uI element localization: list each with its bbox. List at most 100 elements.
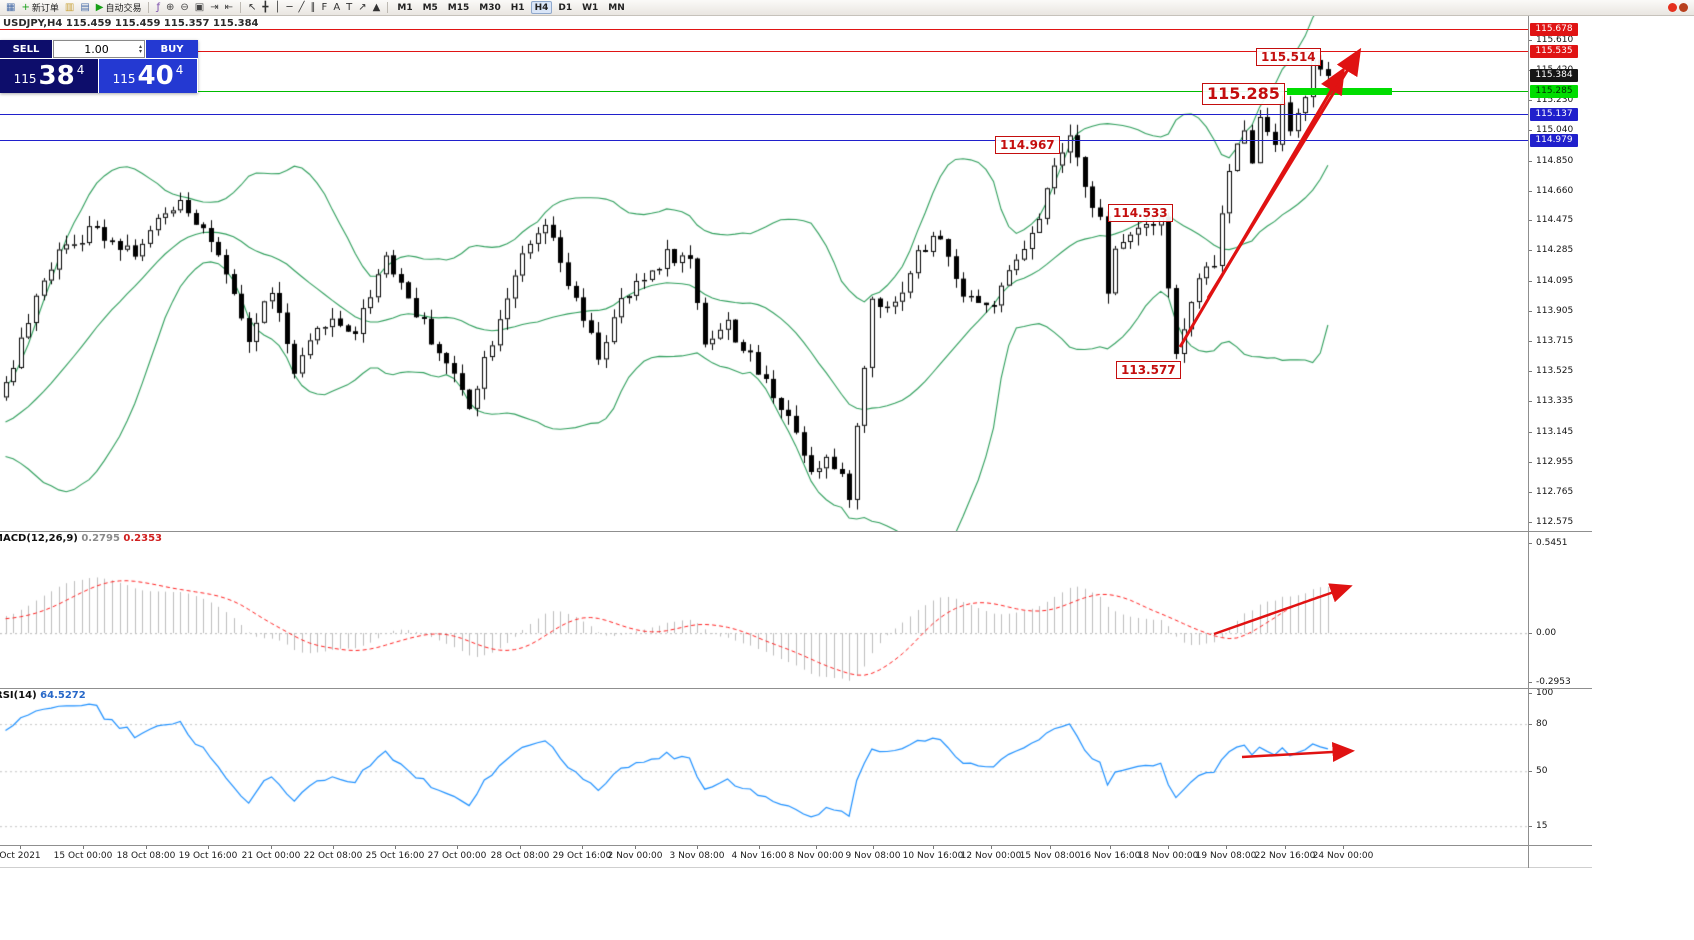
text-icon: A: [333, 1, 341, 13]
auto-scroll-button[interactable]: ⇥: [207, 1, 221, 15]
tile-windows-button[interactable]: ▣: [192, 1, 207, 15]
fibonacci-button[interactable]: F: [319, 1, 331, 15]
price-scale-tick: 113.145: [1536, 426, 1574, 437]
vertical-line-button[interactable]: │: [271, 1, 283, 15]
crosshair-button[interactable]: ╋: [259, 1, 271, 15]
indicators-button[interactable]: ƒ: [153, 1, 163, 15]
timeframe-d1-button[interactable]: D1: [558, 3, 573, 13]
zoom-in-button[interactable]: ⊕: [163, 1, 177, 15]
volume-input[interactable]: 1.00 ▴ ▾: [53, 40, 145, 58]
macd-panel-canvas[interactable]: [0, 531, 1528, 688]
price-annotation[interactable]: 114.967: [995, 136, 1060, 154]
price-scale-tick: 113.715: [1536, 335, 1574, 346]
crosshair-icon: ╋: [262, 1, 269, 13]
price-annotation[interactable]: 115.514: [1256, 48, 1321, 66]
horizontal-line-115.535[interactable]: [0, 51, 1528, 53]
horizontal-line-115.285[interactable]: [1287, 87, 1392, 95]
time-axis-tick: [991, 845, 992, 849]
ask-big-digits: 40: [137, 61, 174, 91]
text-button[interactable]: A: [330, 1, 343, 15]
sell-price-button[interactable]: 115 38 4: [0, 59, 98, 93]
horizontal-line-115.678[interactable]: [0, 28, 1528, 30]
cursor-button[interactable]: ↖: [245, 1, 259, 15]
text-label-button[interactable]: T: [343, 1, 355, 15]
timeframe-m30-button[interactable]: M30: [479, 3, 501, 13]
price-scale-tick: 114.660: [1536, 185, 1574, 196]
price-scale-tick: 112.575: [1536, 517, 1574, 528]
new-order-button[interactable]: + 新订单: [18, 1, 61, 15]
arrows-tool-icon: ↗: [358, 1, 367, 13]
trendline-button[interactable]: ╱: [296, 1, 308, 15]
autotrading-button[interactable]: ▶ 自动交易: [93, 1, 145, 15]
arrows-tool-button[interactable]: ↗: [355, 1, 369, 15]
rsi-scale-tick: 100: [1536, 687, 1554, 698]
time-axis-tick: [1343, 845, 1344, 849]
price-annotation[interactable]: 113.577: [1116, 361, 1181, 379]
time-axis-label: 18 Oct 08:00: [116, 851, 176, 861]
price-scale-tick: 112.765: [1536, 486, 1574, 497]
toolbar-separator: [387, 2, 389, 13]
rsi-scale-dash: [1528, 771, 1532, 772]
price-annotation[interactable]: 114.533: [1108, 204, 1173, 222]
macd-scale-dash: [1528, 543, 1532, 544]
horizontal-line-115.137[interactable]: [0, 114, 1528, 116]
data-window-button[interactable]: ▤: [77, 1, 92, 15]
shapes-button[interactable]: ▲: [370, 1, 384, 15]
zoom-out-icon: ⊖: [180, 1, 189, 13]
chart-shift-button[interactable]: ⇤: [222, 1, 236, 15]
time-axis-label: 8 Nov 00:00: [788, 851, 844, 861]
new-order-label: 新订单: [31, 4, 59, 14]
price-scale-dash: [1528, 492, 1532, 493]
shapes-icon: ▲: [372, 1, 381, 13]
timeframe-mn-button[interactable]: MN: [608, 3, 625, 13]
buy-button[interactable]: BUY: [146, 40, 198, 58]
macd-scale-dash: [1528, 633, 1532, 634]
chart-window[interactable]: USDJPY,H4 115.459 115.459 115.357 115.38…: [0, 16, 1694, 868]
time-axis-tick: [1226, 845, 1227, 849]
buy-price-button[interactable]: 115 40 4: [99, 59, 197, 93]
timeframe-m1-button[interactable]: M1: [397, 3, 413, 13]
chart-title: USDJPY,H4 115.459 115.459 115.357 115.38…: [3, 18, 259, 29]
autotrading-icon: ▶: [95, 1, 104, 13]
macd-scale-tick: 0.00: [1536, 628, 1557, 639]
horizontal-line-button[interactable]: ─: [283, 1, 295, 15]
new-chart-button[interactable]: ▦: [3, 1, 18, 15]
time-axis-label: 25 Oct 16:00: [365, 851, 425, 861]
time-axis-tick: [697, 845, 698, 849]
time-axis-label: 16 Nov 16:00: [1079, 851, 1141, 861]
panel-separator[interactable]: [0, 531, 1592, 532]
rsi-scale-tick: 80: [1536, 719, 1548, 730]
ask-prefix: 115: [112, 72, 136, 86]
price-marker-115.137: 115.137: [1530, 108, 1578, 122]
time-axis-tick: [1110, 845, 1111, 849]
chart-profiles-button[interactable]: ▥: [62, 1, 77, 15]
macd-signal-value: 0.2353: [123, 533, 163, 544]
equidistant-channel-button[interactable]: ∥: [308, 1, 319, 15]
one-click-trading-panel: SELL 1.00 ▴ ▾ BUY 115 38 4 115: [0, 40, 198, 93]
time-axis-label: 19 Oct 16:00: [178, 851, 238, 861]
time-axis-tick: [635, 845, 636, 849]
price-scale-dash: [1528, 522, 1532, 523]
time-axis-label: 2 Nov 00:00: [607, 851, 663, 861]
volume-value[interactable]: 1.00: [84, 42, 109, 56]
time-axis-tick: [1050, 845, 1051, 849]
bid-pip-digit: 4: [76, 63, 85, 77]
volume-up-arrow-icon[interactable]: ▴: [138, 43, 142, 50]
timeframe-h1-button[interactable]: H1: [510, 3, 525, 13]
panel-separator[interactable]: [0, 688, 1592, 689]
macd-indicator-label: MACD(12,26,9) 0.2795 0.2353: [0, 533, 162, 544]
timeframe-m15-button[interactable]: M15: [447, 3, 470, 13]
rsi-panel-canvas[interactable]: [0, 688, 1528, 845]
chart-shift-icon: ⇤: [224, 1, 234, 13]
price-annotation[interactable]: 115.285: [1202, 83, 1285, 105]
sell-button[interactable]: SELL: [0, 40, 52, 58]
horizontal-line-114.979[interactable]: [0, 139, 1528, 141]
zoom-out-button[interactable]: ⊖: [177, 1, 191, 15]
horizontal-line-115.285[interactable]: [0, 90, 1528, 92]
time-axis-tick: [271, 845, 272, 849]
volume-down-arrow-icon[interactable]: ▾: [138, 48, 142, 55]
price-scale-separator[interactable]: [1528, 16, 1529, 868]
timeframe-h4-button[interactable]: H4: [530, 1, 553, 14]
timeframe-m5-button[interactable]: M5: [422, 3, 438, 13]
timeframe-w1-button[interactable]: W1: [582, 3, 599, 13]
